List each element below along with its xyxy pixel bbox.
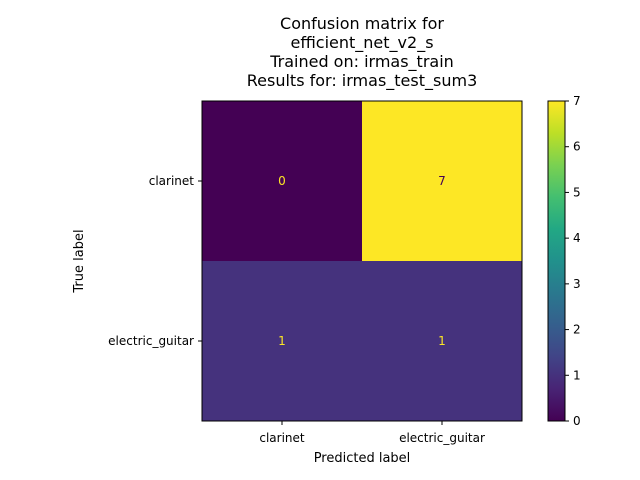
title-line-1: Confusion matrix for (280, 14, 444, 33)
heatmap-cell-0-1 (362, 101, 522, 261)
y-tick-label-1: electric_guitar (108, 334, 194, 348)
colorbar-tick-label-5: 5 (573, 185, 581, 199)
cell-value-0-1: 7 (438, 174, 446, 188)
x-tick-label-1: electric_guitar (399, 431, 485, 445)
colorbar (547, 100, 566, 422)
title-line-4: Results for: irmas_test_sum3 (246, 71, 478, 90)
cell-value-1-1: 1 (438, 334, 446, 348)
heatmap-cell-1-0 (202, 261, 362, 421)
colorbar-tick-label-4: 4 (573, 231, 581, 245)
cell-value-0-0: 0 (278, 174, 286, 188)
colorbar-tick-label-2: 2 (573, 323, 581, 337)
x-tick-label-0: clarinet (259, 431, 305, 445)
colorbar-tick-label-1: 1 (573, 368, 581, 382)
colorbar-tick-label-3: 3 (573, 277, 581, 291)
y-axis-ticks: clarinet electric_guitar (108, 174, 202, 348)
heatmap-cell-1-1 (362, 261, 522, 421)
heatmap-cell-0-0 (202, 101, 362, 261)
title-line-3: Trained on: irmas_train (270, 52, 454, 71)
title-line-2: efficient_net_v2_s (290, 33, 434, 52)
colorbar-tick-label-0: 0 (573, 414, 581, 428)
colorbar-ticks: 0 1 2 3 4 5 6 7 (565, 94, 581, 428)
y-axis-label: True label (72, 229, 87, 293)
heatmap-cells (202, 101, 522, 421)
colorbar-tick-label-7: 7 (573, 94, 581, 108)
x-axis-ticks: clarinet electric_guitar (259, 421, 485, 445)
y-tick-label-0: clarinet (149, 174, 195, 188)
x-axis-label: Predicted label (314, 451, 411, 466)
plot-frame (201, 100, 523, 422)
cell-value-1-0: 1 (278, 334, 286, 348)
colorbar-tick-label-6: 6 (573, 140, 581, 154)
cell-value-labels: 0 7 1 1 (278, 174, 446, 348)
